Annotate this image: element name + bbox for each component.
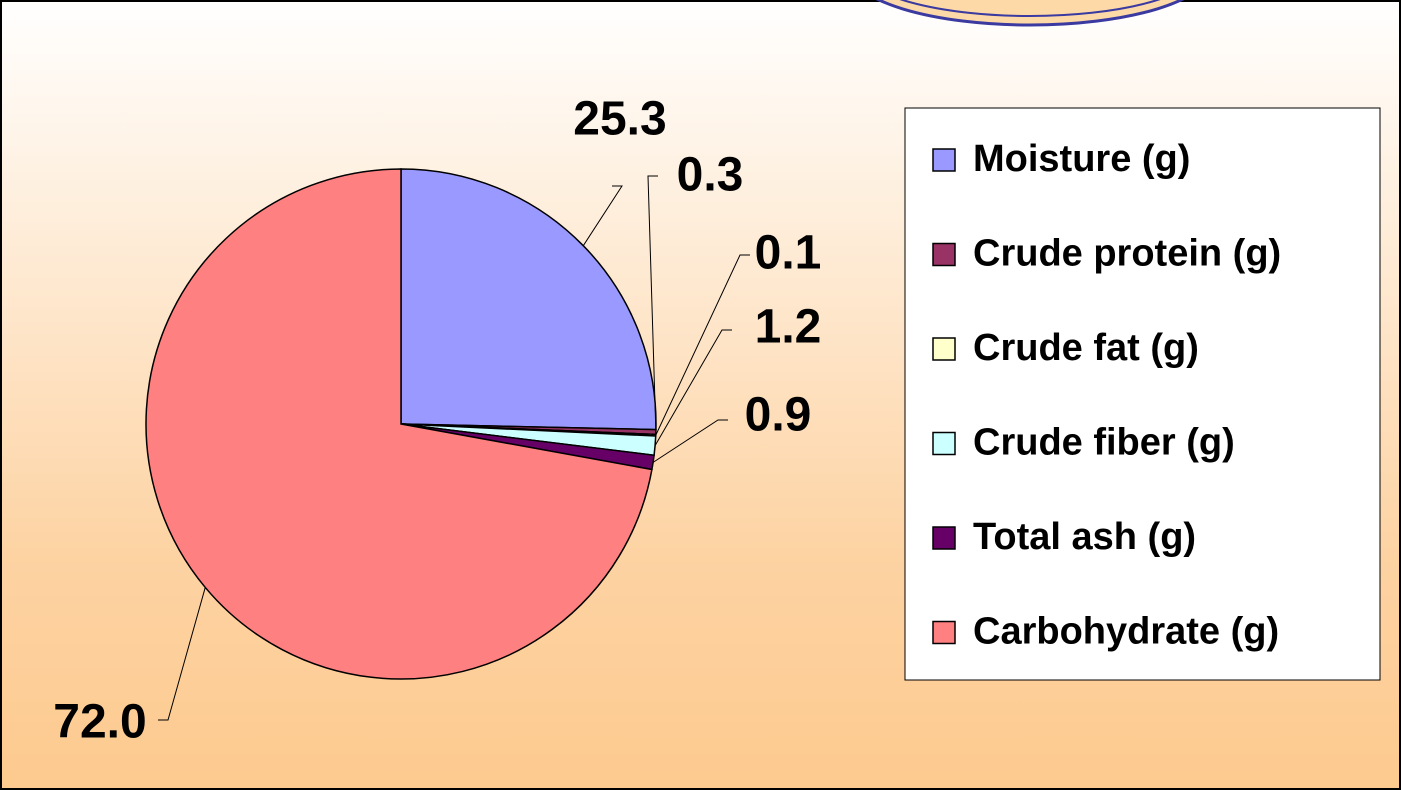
leader-line — [655, 254, 750, 436]
leader-line — [158, 587, 206, 721]
data-label: 0.1 — [755, 227, 822, 280]
legend-label: Carbohydrate (g) — [973, 611, 1279, 653]
leader-line — [647, 175, 658, 433]
legend-swatch — [932, 526, 956, 550]
logo — [875, 0, 1185, 27]
data-label: 0.3 — [677, 149, 744, 202]
legend-swatch — [932, 337, 956, 361]
pie-slice — [145, 168, 653, 680]
legend-swatch — [932, 148, 956, 172]
data-label: 72.0 — [53, 696, 146, 749]
legend-label: Crude protein (g) — [973, 233, 1281, 275]
legend-box — [904, 107, 1381, 681]
data-label: 1.2 — [755, 301, 822, 354]
leader-line — [582, 185, 623, 246]
legend-label: Total ash (g) — [973, 516, 1196, 558]
legend-swatch — [932, 242, 956, 267]
data-label: 0.9 — [745, 389, 812, 442]
legend-label: Crude fiber (g) — [973, 422, 1235, 464]
legend-swatch — [932, 431, 956, 456]
data-label: 25.3 — [573, 93, 666, 146]
legend-label: Moisture (g) — [973, 138, 1190, 180]
leader-line — [654, 329, 732, 446]
legend-swatch — [932, 620, 956, 645]
leader-line — [652, 419, 728, 463]
pie-slice — [400, 168, 657, 431]
legend-label: Crude fat (g) — [973, 327, 1199, 369]
